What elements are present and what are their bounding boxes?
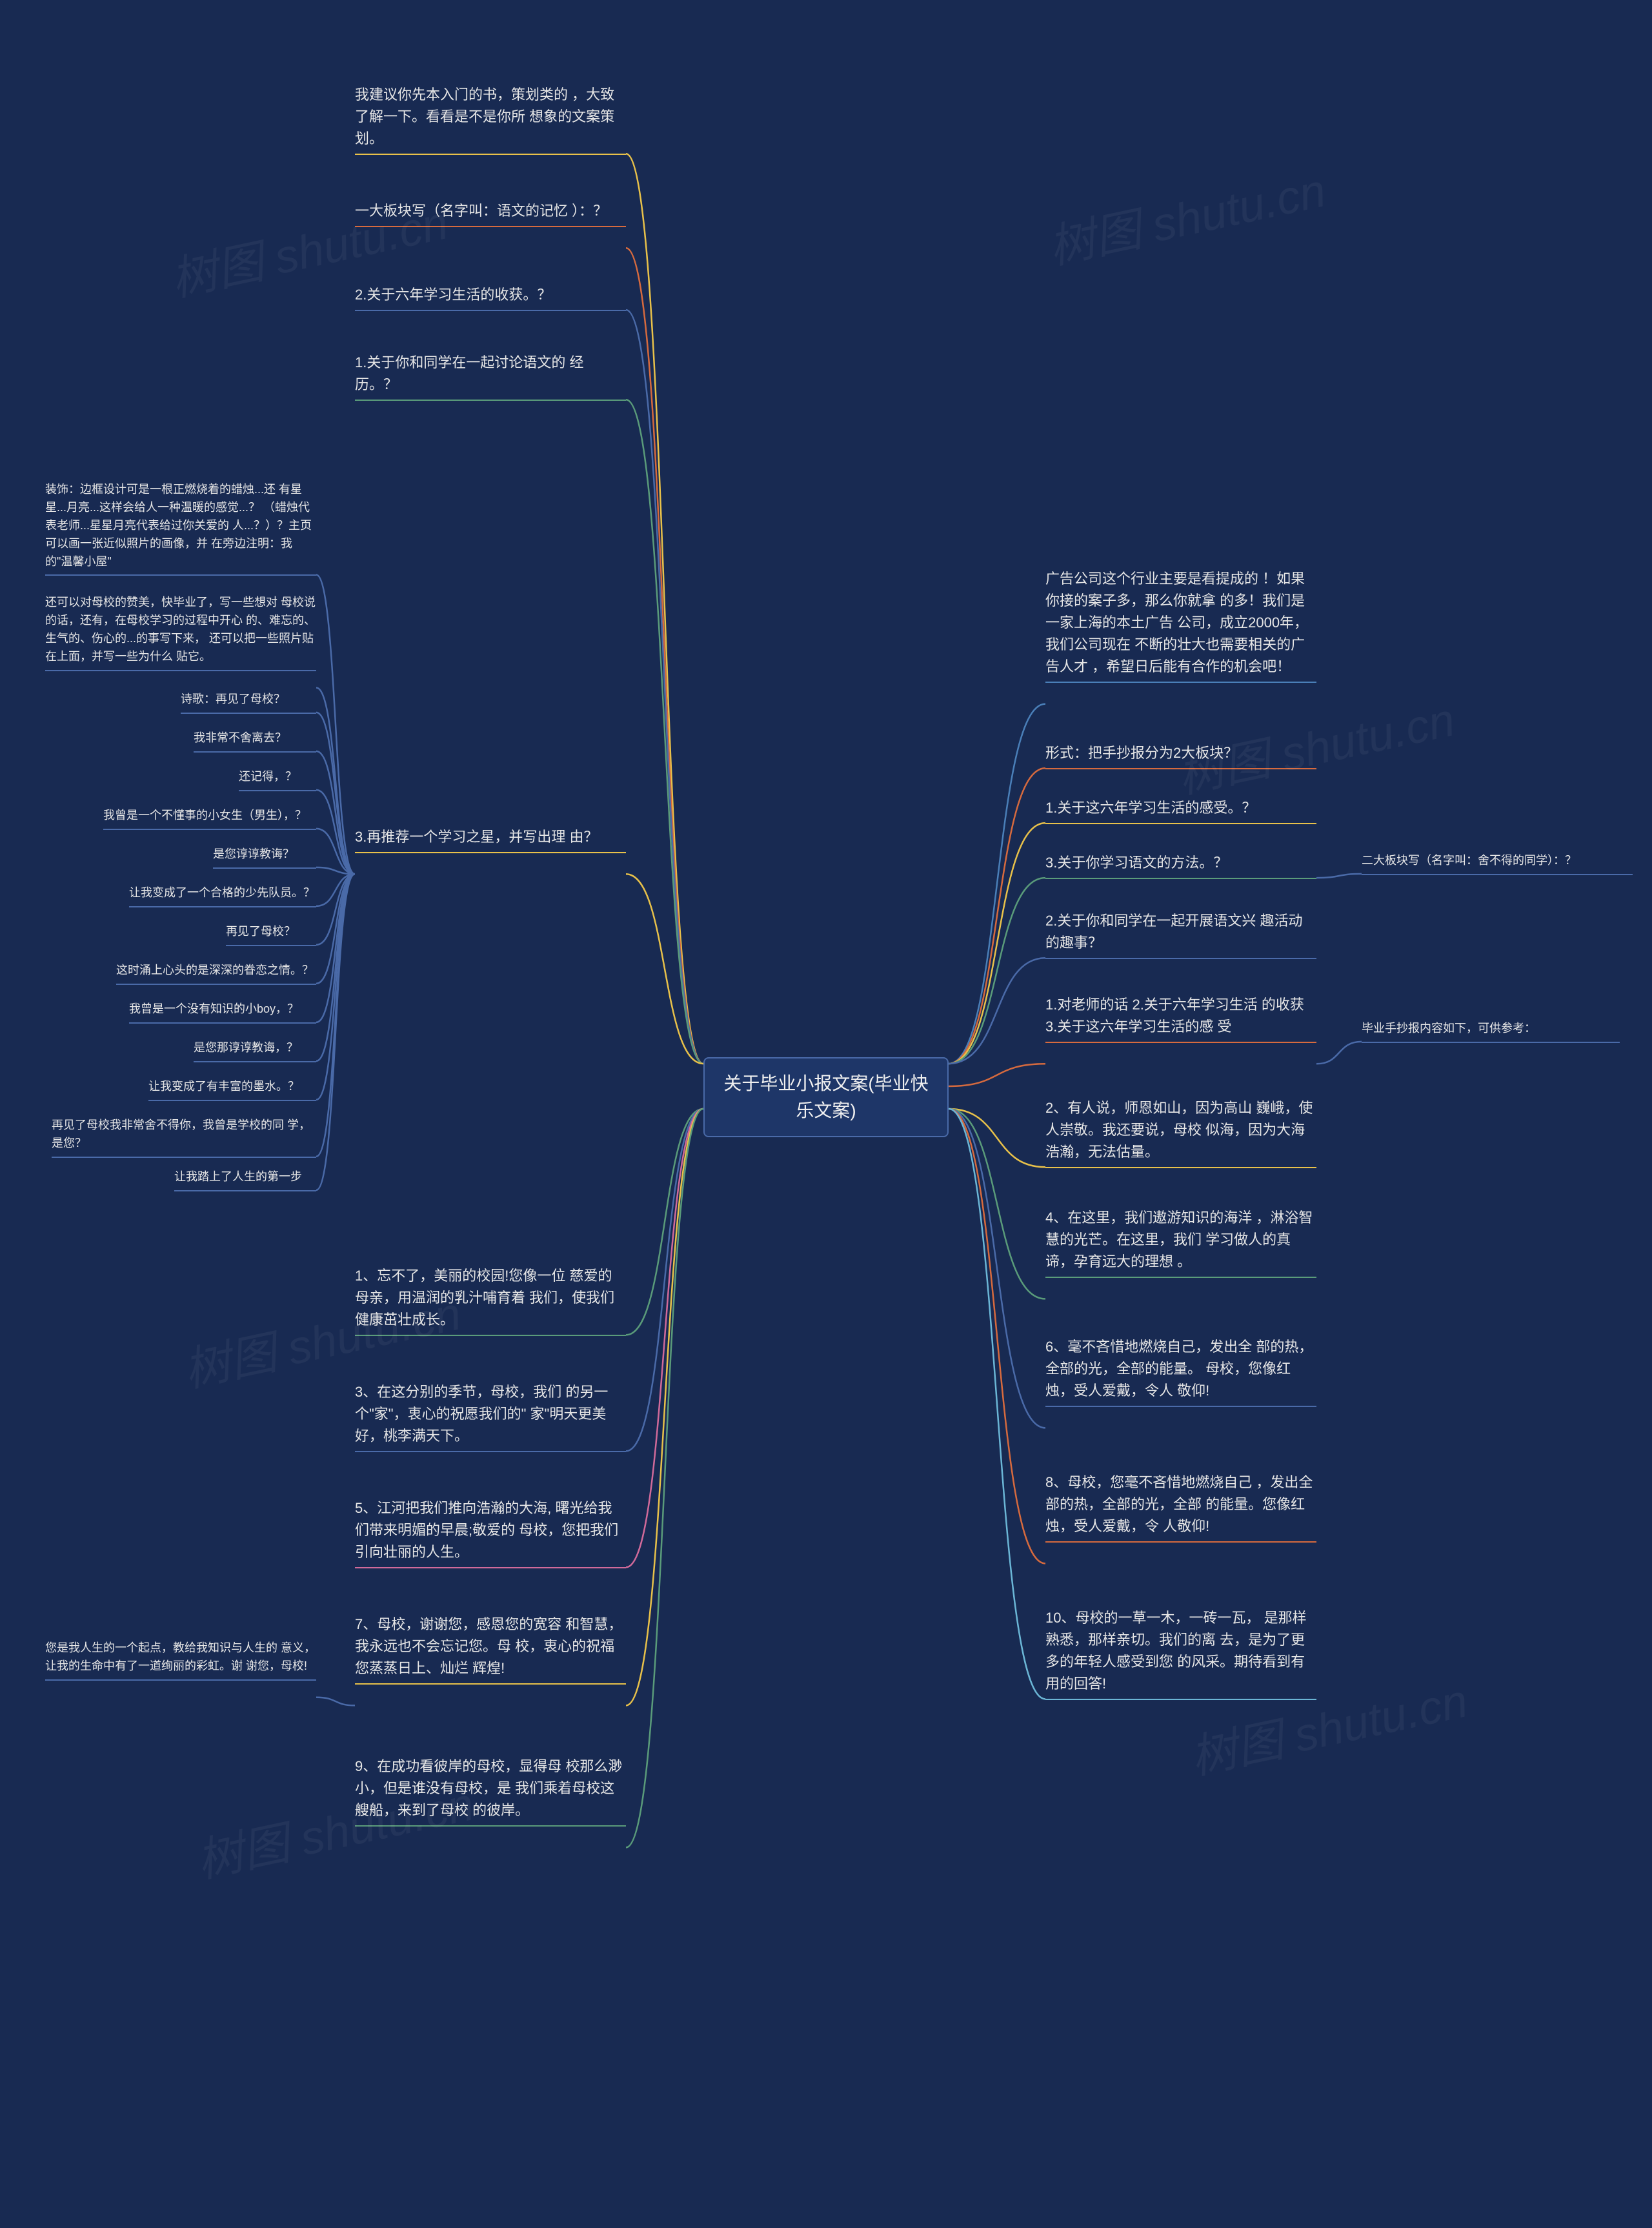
mindmap-node: 让我变成了有丰富的墨水。？: [148, 1078, 316, 1101]
mindmap-node: 8、母校，您毫不吝惜地燃烧自己 ，发出全部的热，全部的光，全部 的能量。您像红烛…: [1045, 1472, 1316, 1543]
mindmap-node: 3.再推荐一个学习之星，并写出理 由？: [355, 826, 626, 853]
mindmap-node: 让我变成了一个合格的少先队员。？: [129, 884, 316, 907]
mindmap-node: 我曾是一个没有知识的小boy，？: [129, 1000, 316, 1024]
mindmap-node: 一大板块写（名字叫：语文的记忆 ）：？: [355, 200, 626, 227]
mindmap-node: 1.关于你和同学在一起讨论语文的 经历。？: [355, 352, 626, 401]
mindmap-node: 2、有人说，师恩如山，因为高山 巍峨，使人崇敬。我还要说，母校 似海，因为大海浩…: [1045, 1097, 1316, 1168]
mindmap-node: 诗歌：再见了母校？: [181, 691, 316, 714]
connector: [949, 1109, 1045, 1167]
connector: [316, 874, 355, 906]
connector: [626, 248, 703, 1064]
mindmap-node: 2.关于六年学习生活的收获。？: [355, 284, 626, 311]
mindmap-node: 5、江河把我们推向浩瀚的大海, 曙光给我们带来明媚的早晨;敬爱的 母校，您把我们…: [355, 1497, 626, 1568]
connector: [316, 874, 355, 984]
mindmap-node: 3.关于你学习语文的方法。？: [1045, 852, 1316, 879]
connector: [949, 1064, 1045, 1086]
connector: [316, 874, 355, 1022]
connector: [626, 1109, 703, 1847]
center-node: 关于毕业小报文案(毕业快 乐文案): [703, 1057, 949, 1137]
connector: [626, 874, 703, 1064]
mindmap-node: 是您那谆谆教诲，？: [194, 1039, 316, 1062]
mindmap-node: 7、母校，谢谢您，感恩您的宽容 和智慧，我永远也不会忘记您。母 校，衷心的祝福您…: [355, 1614, 626, 1685]
connector: [949, 823, 1045, 1064]
mindmap-node: 1、忘不了，美丽的校园!您像一位 慈爱的母亲，用温润的乳汁哺育着 我们，使我们健…: [355, 1265, 626, 1336]
watermark: 树图 shutu.cn: [1042, 152, 1331, 277]
connector: [316, 874, 355, 1157]
mindmap-node: 您是我人生的一个起点，教给我知识与人生的 意义，让我的生命中有了一道绚丽的彩虹。…: [45, 1639, 316, 1681]
connector: [949, 1109, 1045, 1699]
connector: [949, 1109, 1045, 1428]
mindmap-node: 1.对老师的话 2.关于六年学习生活 的收获 3.关于这六年学习生活的感 受: [1045, 994, 1316, 1043]
mindmap-node: 我建议你先本入门的书，策划类的 ，大致了解一下。看看是不是你所 想象的文案策划。: [355, 84, 626, 155]
mindmap-node: 还记得，？: [239, 768, 316, 791]
connector: [949, 878, 1045, 1064]
connector: [626, 400, 703, 1064]
mindmap-node: 9、在成功看彼岸的母校，显得母 校那么渺小，但是谁没有母校，是 我们乘着母校这艘…: [355, 1756, 626, 1827]
connector: [316, 829, 355, 874]
mindmap-node: 1.关于这六年学习生活的感受。？: [1045, 797, 1316, 824]
connector: [626, 1109, 703, 1451]
connector: [316, 751, 355, 874]
mindmap-node: 装饰：边框设计可是一根正燃烧着的蜡烛...还 有星星...月亮...这样会给人一…: [45, 481, 316, 576]
mindmap-node: 6、毫不吝惜地燃烧自己，发出全 部的热，全部的光，全部的能量。 母校，您像红烛，…: [1045, 1336, 1316, 1407]
connector: [316, 867, 355, 874]
mindmap-node: 让我踏上了人生的第一步: [174, 1168, 316, 1191]
mindmap-node: 这时涌上心头的是深深的眷恋之情。？: [116, 962, 316, 985]
connector: [626, 1109, 703, 1567]
connector: [316, 874, 355, 1190]
mindmap-node: 再见了母校我非常舍不得你，我曾是学校的同 学，是您？: [52, 1117, 316, 1158]
connector: [316, 575, 355, 875]
connector: [949, 704, 1045, 1064]
connector: [316, 688, 355, 875]
connector: [626, 1109, 703, 1705]
mindmap-node: 2.关于你和同学在一起开展语文兴 趣活动的趣事？: [1045, 910, 1316, 959]
mindmap-node: 10、母校的一草一木，一砖一瓦， 是那样熟悉，那样亲切。我们的离 去，是为了更多…: [1045, 1607, 1316, 1700]
connector: [316, 713, 355, 874]
mindmap-node: 再见了母校？: [226, 923, 316, 946]
connector: [949, 958, 1045, 1064]
connector: [626, 310, 703, 1064]
mindmap-node: 毕业手抄报内容如下，可供参考：: [1362, 1020, 1620, 1043]
connector: [316, 790, 355, 874]
mindmap-node: 3、在这分别的季节，母校，我们 的另一个"家"，衷心的祝愿我们的" 家"明天更美…: [355, 1381, 626, 1452]
mindmap-node: 广告公司这个行业主要是看提成的 ！如果你接的案子多，那么你就拿 的多！我们是一家…: [1045, 568, 1316, 683]
mindmap-node: 是您谆谆教诲？: [213, 846, 316, 869]
mindmap-node: 形式：把手抄报分为2大板块？: [1045, 742, 1316, 769]
connector: [316, 874, 355, 1061]
connector: [316, 1697, 355, 1706]
mindmap-node: 我曾是一个不懂事的小女生（男生），？: [103, 807, 316, 830]
mindmap-node: 还可以对母校的赞美，快毕业了，写一些想对 母校说的话，还有，在母校学习的过程中开…: [45, 594, 316, 671]
connector: [316, 874, 355, 945]
mindmap-node: 二大板块写（名字叫：舍不得的同学）：？: [1362, 852, 1633, 875]
connector: [949, 1109, 1045, 1563]
mindmap-node: 我非常不舍离去？: [194, 729, 316, 753]
connector: [626, 154, 703, 1064]
connector: [1316, 1042, 1362, 1064]
mindmap-node: 4、在这里，我们遨游知识的海洋 ，淋浴智慧的光芒。在这里，我们 学习做人的真谛，…: [1045, 1207, 1316, 1278]
connector: [1316, 874, 1362, 878]
connector: [949, 768, 1045, 1064]
connector: [626, 1109, 703, 1335]
connector: [949, 1109, 1045, 1299]
connector: [316, 874, 355, 1100]
